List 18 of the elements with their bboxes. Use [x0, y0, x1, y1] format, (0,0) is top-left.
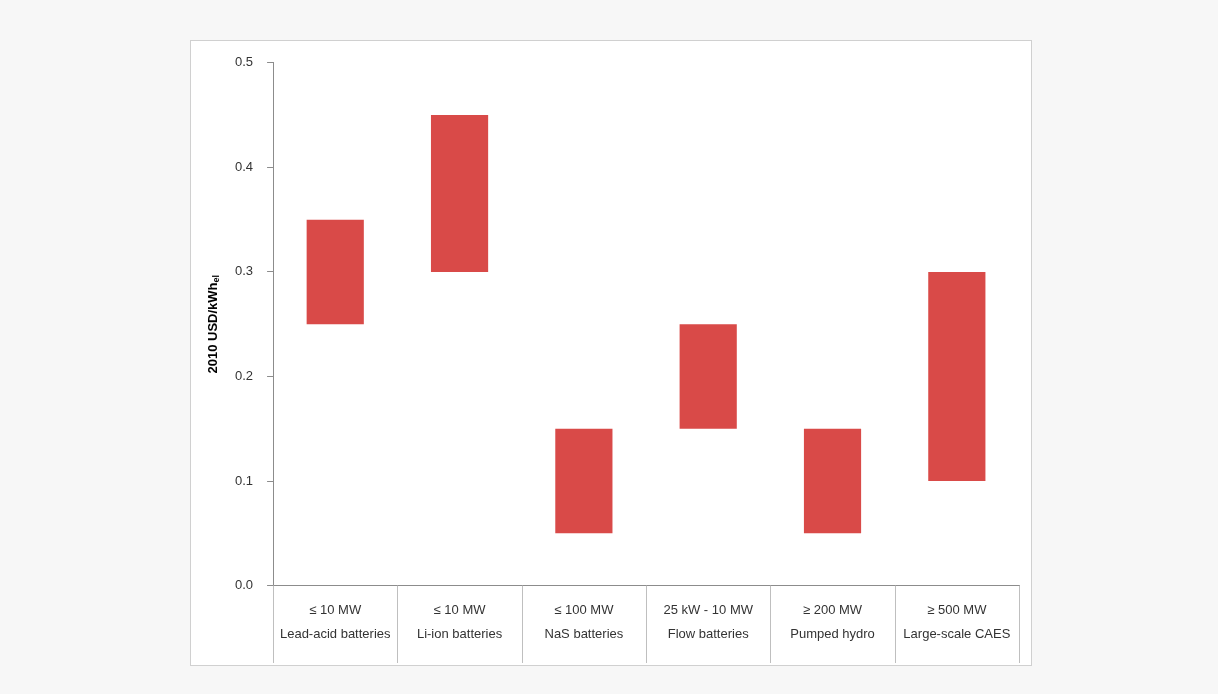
bar: [679, 324, 737, 429]
x-tick-label: ≥ 500 MW Large-scale CAES: [903, 601, 1011, 642]
bar: [928, 271, 986, 482]
bar: [555, 428, 613, 534]
y-tick-label: 0.3: [234, 263, 254, 279]
x-tick-label: ≤ 10 MW Li-ion batteries: [416, 601, 503, 642]
x-tick-label: 25 kW - 10 MW Flow batteries: [663, 601, 754, 642]
y-tick-label: 0.5: [234, 54, 254, 70]
x-tick-label: ≥ 200 MW Pumped hydro: [790, 601, 875, 642]
y-tick-label: 0.4: [234, 158, 254, 174]
bar: [430, 115, 489, 272]
y-tick-label: 0.0: [234, 577, 254, 593]
y-tick-label: 0.1: [234, 472, 254, 488]
bar: [803, 428, 862, 534]
bar: [306, 219, 364, 325]
y-tick-label: 0.2: [234, 368, 254, 384]
x-tick-label: ≤ 100 MW NaS batteries: [544, 601, 624, 642]
x-tick-label: ≤ 10 MW Lead-acid batteries: [279, 601, 392, 642]
